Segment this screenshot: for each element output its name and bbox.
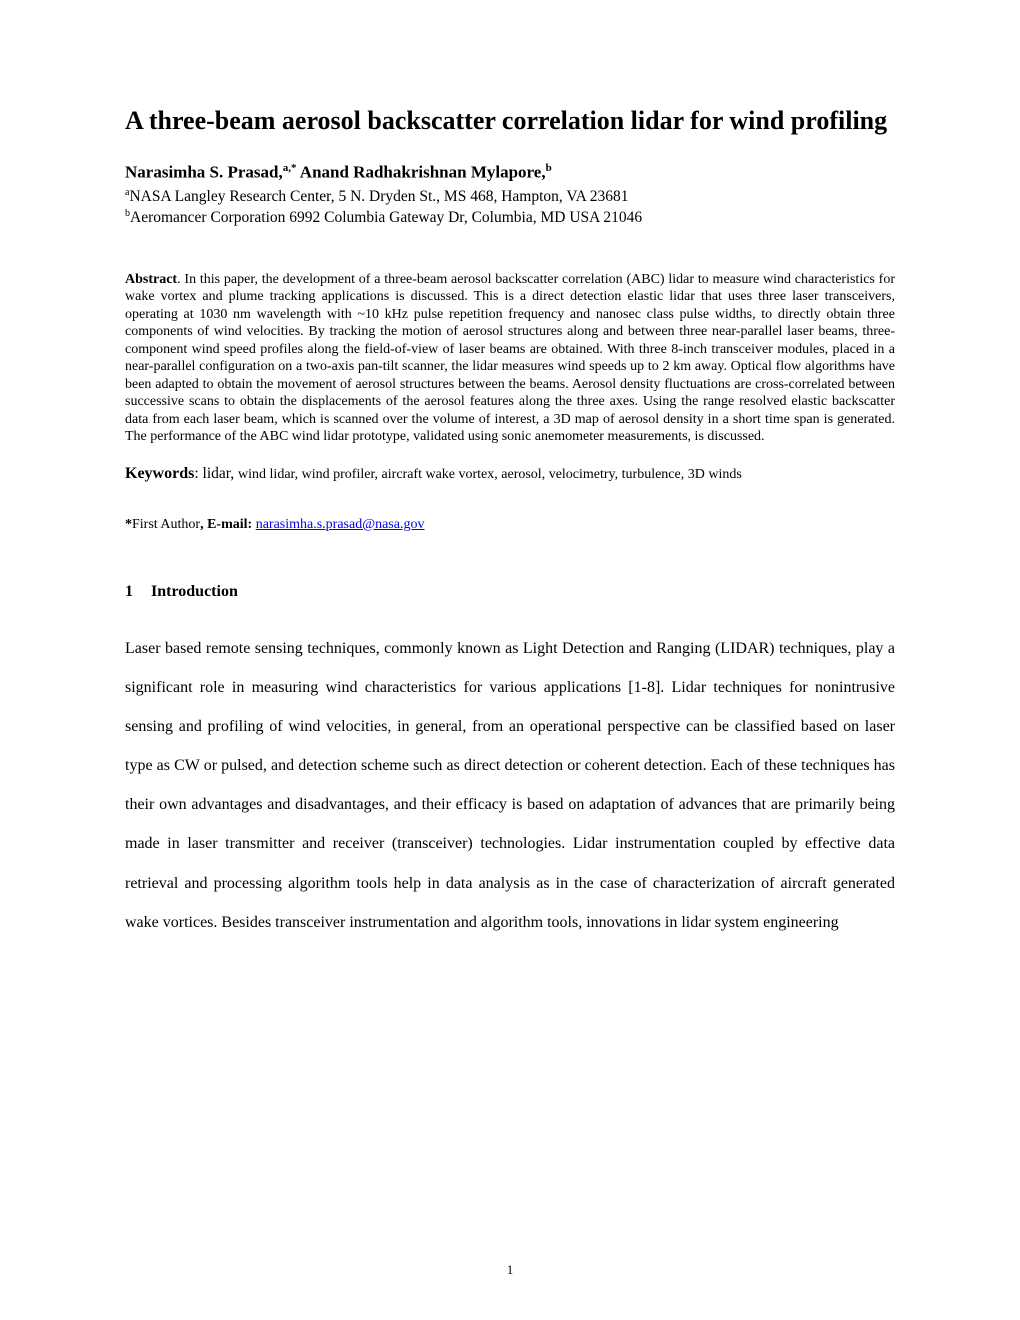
contact-block: *First Author, E-mail: narasimha.s.prasa… bbox=[125, 517, 895, 533]
author-1: Narasimha S. Prasad, bbox=[125, 162, 283, 181]
body-paragraph-1: Laser based remote sensing techniques, c… bbox=[125, 629, 895, 943]
keywords-block: Keywords: lidar, wind lidar, wind profil… bbox=[125, 464, 895, 485]
contact-prefix: First Author bbox=[132, 517, 200, 532]
page-number: 1 bbox=[0, 1262, 1020, 1278]
abstract-label: Abstract bbox=[125, 272, 177, 287]
contact-email-link[interactable]: narasimha.s.prasad@nasa.gov bbox=[256, 517, 425, 532]
contact-mid-bold: , E-mail: bbox=[200, 517, 256, 532]
affiliation-a: aNASA Langley Research Center, 5 N. Dryd… bbox=[125, 186, 895, 207]
section-1-number: 1 bbox=[125, 583, 133, 601]
contact-asterisk: * bbox=[125, 517, 132, 532]
author-2-sup: b bbox=[546, 162, 552, 174]
affiliation-b-text: Aeromancer Corporation 6992 Columbia Gat… bbox=[130, 210, 642, 227]
keywords-label: Keywords bbox=[125, 465, 194, 482]
affiliation-b: bAeromancer Corporation 6992 Columbia Ga… bbox=[125, 207, 895, 228]
affiliation-a-text: NASA Langley Research Center, 5 N. Dryde… bbox=[129, 188, 628, 205]
paper-title: A three-beam aerosol backscatter correla… bbox=[125, 105, 895, 138]
abstract-text: . In this paper, the development of a th… bbox=[125, 272, 895, 445]
keywords-text: wind lidar, wind profiler, aircraft wake… bbox=[238, 467, 742, 482]
authors-line: Narasimha S. Prasad,a,* Anand Radhakrish… bbox=[125, 162, 895, 183]
section-1-heading: 1 Introduction bbox=[125, 583, 895, 601]
keywords-separator: : lidar, bbox=[194, 465, 238, 482]
abstract-block: Abstract. In this paper, the development… bbox=[125, 271, 895, 446]
author-2: Anand Radhakrishnan Mylapore, bbox=[296, 162, 545, 181]
section-1-title: Introduction bbox=[151, 583, 238, 600]
author-1-sup: a,* bbox=[283, 162, 297, 174]
